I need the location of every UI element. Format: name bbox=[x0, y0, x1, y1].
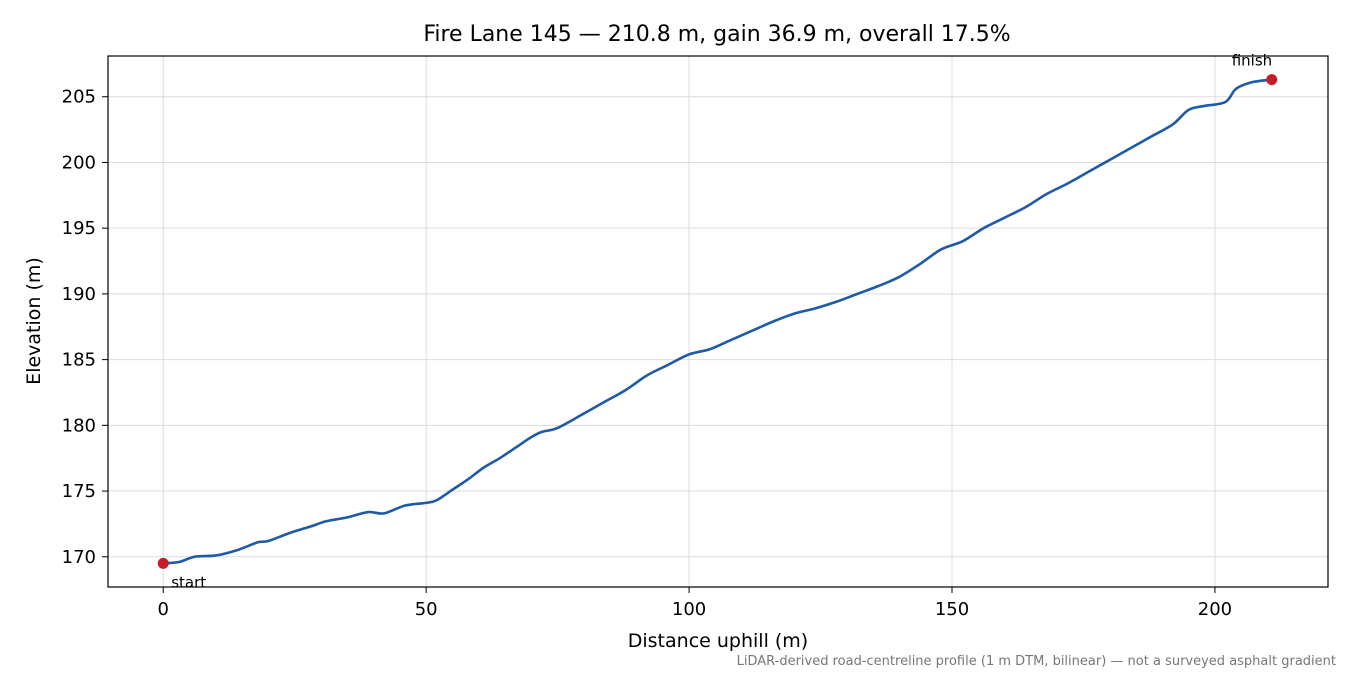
finish-marker bbox=[1266, 74, 1278, 86]
y-tick-label: 200 bbox=[62, 152, 96, 173]
x-tick-label: 0 bbox=[157, 599, 168, 620]
chart-title: Fire Lane 145 — 210.8 m, gain 36.9 m, ov… bbox=[423, 22, 1010, 47]
start-marker bbox=[157, 557, 169, 569]
y-tick-label: 195 bbox=[62, 218, 96, 239]
y-tick-label: 205 bbox=[62, 87, 96, 108]
x-axis-ticks: 0 50 100 150 200 bbox=[157, 587, 1232, 620]
x-tick-label: 150 bbox=[935, 599, 969, 620]
x-axis-label: Distance uphill (m) bbox=[628, 630, 808, 652]
y-tick-label: 190 bbox=[62, 284, 96, 305]
x-tick-label: 50 bbox=[415, 599, 438, 620]
elevation-line bbox=[163, 78, 1272, 565]
y-tick-label: 170 bbox=[62, 547, 96, 568]
y-axis-ticks: 170 175 180 185 190 195 200 205 bbox=[62, 87, 108, 568]
y-tick-label: 185 bbox=[62, 350, 96, 371]
start-label: start bbox=[171, 573, 206, 591]
finish-label: finish bbox=[1232, 52, 1272, 70]
endpoint-markers: start finish bbox=[157, 52, 1278, 591]
x-tick-label: 100 bbox=[672, 599, 706, 620]
grid-lines bbox=[108, 56, 1328, 587]
plot-area-frame bbox=[107, 55, 1329, 588]
y-tick-label: 180 bbox=[62, 415, 96, 436]
x-tick-label: 200 bbox=[1198, 599, 1232, 620]
y-tick-label: 175 bbox=[62, 481, 96, 502]
y-axis-label: Elevation (m) bbox=[23, 257, 45, 385]
chart-footnote: LiDAR-derived road-centreline profile (1… bbox=[737, 654, 1336, 669]
